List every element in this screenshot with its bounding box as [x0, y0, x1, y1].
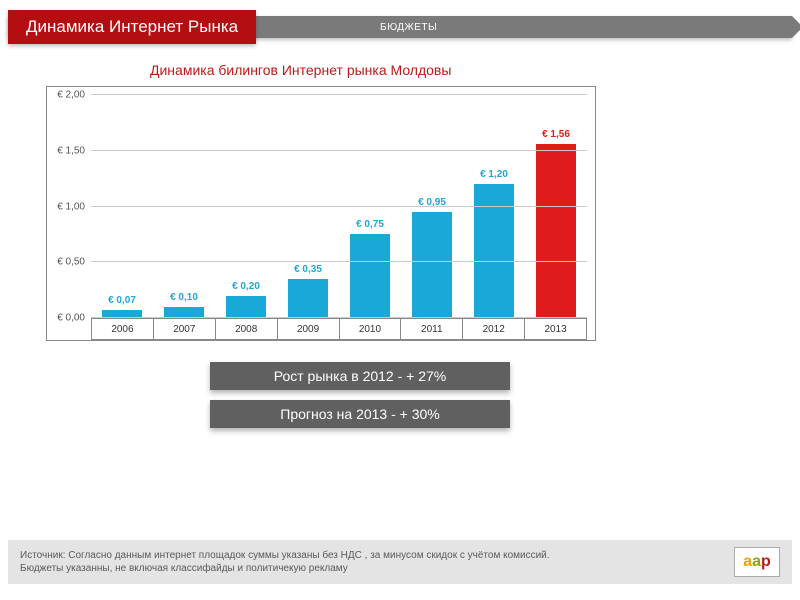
chart-x-tick-label: 2007: [154, 318, 216, 340]
chart-bar-value-label: € 0,20: [232, 281, 260, 292]
chart-bar-value-label: € 0,07: [108, 295, 136, 306]
footer: Источник: Согласно данным интернет площа…: [8, 540, 792, 584]
footer-source-text: Источник: Согласно данным интернет площа…: [20, 549, 550, 576]
bar-chart: € 0,07 € 0,10 € 0,20 € 0,35 € 0,75 € 0,95 € 1,…: [46, 86, 596, 341]
chart-x-axis: 20062007200820092010201120122013: [91, 318, 587, 340]
chart-x-tick-label: 2013: [525, 318, 587, 340]
chart-bar: [412, 212, 452, 318]
chart-x-tick-label: 2011: [401, 318, 463, 340]
chart-bar-slot: € 0,07: [91, 95, 153, 318]
summary-forecast-2013-text: Прогноз на 2013 - + 30%: [280, 406, 440, 422]
chart-title: Динамика билингов Интернет рынка Молдовы: [150, 62, 451, 78]
chart-bars: € 0,07 € 0,10 € 0,20 € 0,35 € 0,75 € 0,95 € 1,…: [91, 95, 587, 318]
logo-letter-p: p: [761, 553, 771, 571]
chart-bar-slot: € 0,10: [153, 95, 215, 318]
chart-gridline: [91, 94, 587, 95]
chart-gridline: [91, 150, 587, 151]
chart-bar: [474, 184, 514, 318]
logo-aap: aap: [734, 547, 780, 577]
chart-bar-slot: € 0,95: [401, 95, 463, 318]
chart-bar-slot: € 0,75: [339, 95, 401, 318]
chart-gridline: [91, 206, 587, 207]
chart-bar: [288, 279, 328, 318]
chart-plot-area: € 0,07 € 0,10 € 0,20 € 0,35 € 0,75 € 0,95 € 1,…: [91, 95, 587, 318]
chart-y-tick-label: € 0,00: [57, 313, 91, 324]
chart-bar-slot: € 0,20: [215, 95, 277, 318]
summary-forecast-2013: Прогноз на 2013 - + 30%: [210, 400, 510, 428]
chart-bar: [226, 296, 266, 318]
chart-bar: [350, 234, 390, 318]
chart-x-tick-label: 2010: [340, 318, 402, 340]
chart-bar-value-label: € 0,10: [170, 292, 198, 303]
footer-line1: Источник: Согласно данным интернет площа…: [20, 549, 550, 563]
summary-growth-2012-text: Рост рынка в 2012 - + 27%: [274, 368, 447, 384]
header-tab-label: БЮДЖЕТЫ: [380, 22, 437, 33]
chart-y-tick-label: € 1,00: [57, 201, 91, 212]
chart-bar-value-label: € 1,20: [480, 169, 508, 180]
chart-gridline: [91, 261, 587, 262]
header-title: Динамика Интернет Рынка: [8, 10, 256, 44]
chart-x-tick-label: 2012: [463, 318, 525, 340]
chart-y-tick-label: € 2,00: [57, 90, 91, 101]
chart-bar-value-label: € 0,75: [356, 219, 384, 230]
chart-bar-value-label: € 0,35: [294, 264, 322, 275]
chart-x-tick-label: 2006: [91, 318, 154, 340]
summary-growth-2012: Рост рынка в 2012 - + 27%: [210, 362, 510, 390]
logo-letter-a1: a: [743, 553, 752, 571]
footer-line2: Бюджеты указанны, не включая классифайды…: [20, 562, 550, 576]
header: БЮДЖЕТЫ Динамика Интернет Рынка: [8, 10, 792, 44]
chart-bar-slot: € 1,20: [463, 95, 525, 318]
chart-bar-slot: € 0,35: [277, 95, 339, 318]
chart-y-tick-label: € 0,50: [57, 257, 91, 268]
chart-bar-value-label: € 1,56: [542, 129, 570, 140]
logo-letter-a2: a: [752, 553, 761, 571]
chart-x-tick-label: 2008: [216, 318, 278, 340]
chart-bar-slot: € 1,56: [525, 95, 587, 318]
chart-bar: [536, 144, 576, 318]
chart-x-tick-label: 2009: [278, 318, 340, 340]
header-title-text: Динамика Интернет Рынка: [26, 17, 238, 37]
chart-y-tick-label: € 1,50: [57, 145, 91, 156]
